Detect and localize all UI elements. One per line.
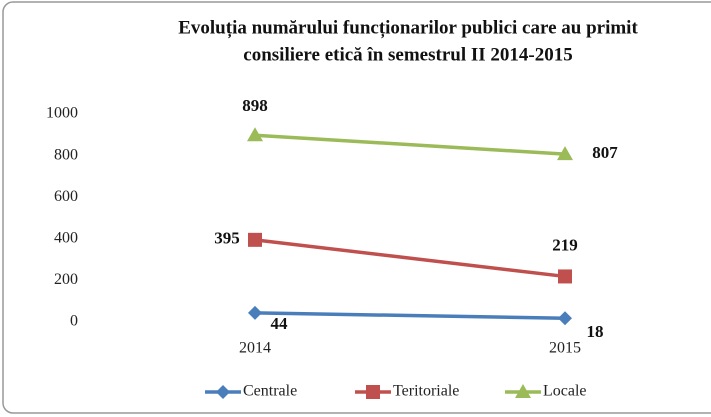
y-tick-label: 400 [54,229,78,246]
y-tick-label: 200 [54,271,78,288]
marker [558,311,572,326]
series-line [254,133,566,156]
marker [247,127,263,142]
legend-label: Locale [543,383,587,400]
series-line [254,238,566,279]
y-tick-label: 800 [54,146,78,163]
legend-label: Teritoriale [393,383,459,400]
y-tick-label: 0 [70,313,78,330]
data-label: 219 [552,235,578,254]
legend-marker [216,385,230,399]
legend-label: Centrale [243,383,297,400]
x-tick-label: 2015 [549,340,581,357]
marker [558,269,572,284]
data-label: 44 [271,314,289,333]
data-label: 395 [214,229,240,248]
data-label: 18 [587,322,604,341]
x-tick-label: 2014 [239,340,271,357]
legend-marker [366,385,380,399]
chart-title: consiliere etică în semestrul II 2014-20… [243,44,572,65]
y-tick-label: 600 [54,188,78,205]
y-tick-label: 1000 [46,105,78,122]
series-line [254,311,566,321]
marker [248,305,262,320]
data-label: 898 [242,96,268,115]
marker [248,232,262,247]
data-label: 807 [592,143,618,162]
marker [557,146,573,161]
legend-marker [515,384,531,398]
chart-title: Evoluția numărului funcționarilor public… [178,17,638,38]
